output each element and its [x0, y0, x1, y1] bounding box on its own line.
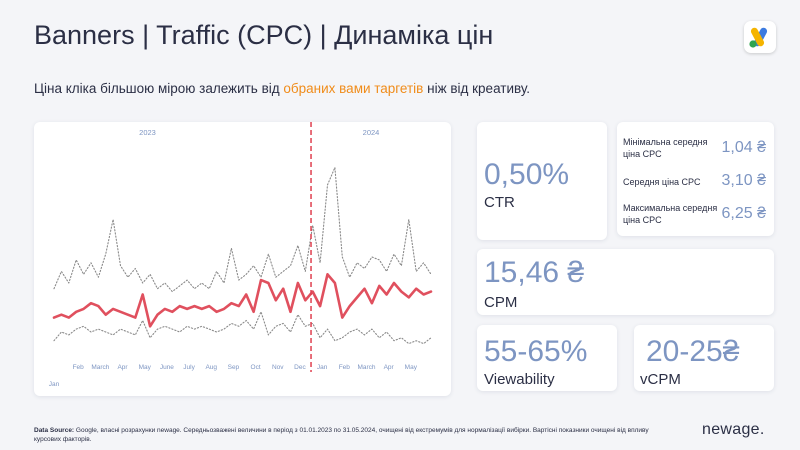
x-tick-label: Nov	[272, 364, 284, 371]
subtitle-text-end: ніж від креативу.	[423, 81, 531, 96]
cpm-label: CPM	[484, 294, 518, 311]
viewability-value: 55-65%	[484, 335, 588, 368]
x-tick-label: Feb	[339, 364, 351, 371]
viewability-label: Viewability	[484, 371, 555, 388]
stat-label: Середня ціна CPC	[623, 177, 701, 187]
stat-value: 6,25 ₴	[721, 205, 766, 222]
x-tick-label: May	[139, 364, 152, 371]
x-tick-label: Jan	[317, 364, 328, 371]
subtitle: Ціна кліка більшою мірою залежить від об…	[34, 81, 530, 96]
vcpm-card: 20-25₴ vCPM	[634, 325, 774, 391]
x-tick-label: Jan	[49, 381, 60, 388]
viewability-card: 55-65% Viewability	[477, 325, 617, 391]
year-label-2023: 2023	[139, 128, 156, 137]
series-line-bound-0	[53, 166, 432, 293]
x-tick-label: March	[91, 364, 109, 371]
x-tick-label: June	[160, 364, 174, 371]
vcpm-label: vCPM	[640, 371, 681, 388]
x-tick-label: May	[405, 364, 418, 371]
x-tick-label: Apr	[384, 364, 395, 371]
x-tick-label: Oct	[251, 364, 261, 371]
x-tick-label: Dec	[294, 364, 306, 371]
x-tick-label: Apr	[117, 364, 128, 371]
subtitle-highlight: обраних вами таргетів	[283, 81, 424, 96]
page-title: Banners | Traffic (CPC) | Динаміка цін	[34, 20, 494, 50]
series-line-bound-2	[53, 311, 432, 345]
vcpm-value: 20-25₴	[646, 335, 740, 368]
price-dynamics-chart: Jan Feb March Apr May June July Aug Sep Oct Nov Dec…	[34, 122, 451, 396]
stat-value: 3,10 ₴	[721, 172, 766, 189]
series-line-cpc-average	[52, 273, 433, 328]
cpm-card: 15,46 ₴ CPM	[477, 249, 774, 315]
cpm-value: 15,46 ₴	[484, 256, 585, 289]
x-tick-label: Feb	[73, 364, 85, 371]
google-ads-logo-icon	[744, 21, 776, 53]
footer-note: Data Source: Google, власні розрахунки n…	[34, 426, 674, 444]
cpc-stats-card: Мінімальна середня ціна CPC 1,04 ₴ Серед…	[617, 122, 774, 236]
ctr-value: 0,50%	[484, 158, 570, 191]
x-tick-label: Sep	[228, 364, 240, 371]
stat-value: 1,04 ₴	[721, 139, 766, 156]
year-label-2024: 2024	[363, 128, 380, 137]
chart-canvas: Jan Feb March Apr May June July Aug Sep Oct Nov Dec…	[49, 122, 433, 388]
x-tick-label: Aug	[205, 364, 217, 371]
ctr-label: CTR	[484, 194, 515, 211]
x-tick-label: March	[357, 364, 375, 371]
data-source-label: Data Source:	[34, 427, 75, 434]
stat-label: Мінімальна середня ціна CPC	[623, 137, 708, 159]
stat-label: Максимальна середня ціна CPC	[623, 203, 718, 225]
x-tick-label: July	[183, 364, 195, 371]
brand-logo: newage.	[702, 421, 765, 438]
ctr-card: 0,50% CTR	[477, 122, 607, 240]
subtitle-text-start: Ціна кліка більшою мірою залежить від	[34, 81, 284, 96]
data-source-text: Google, власні розрахунки newage. Середн…	[34, 427, 649, 443]
